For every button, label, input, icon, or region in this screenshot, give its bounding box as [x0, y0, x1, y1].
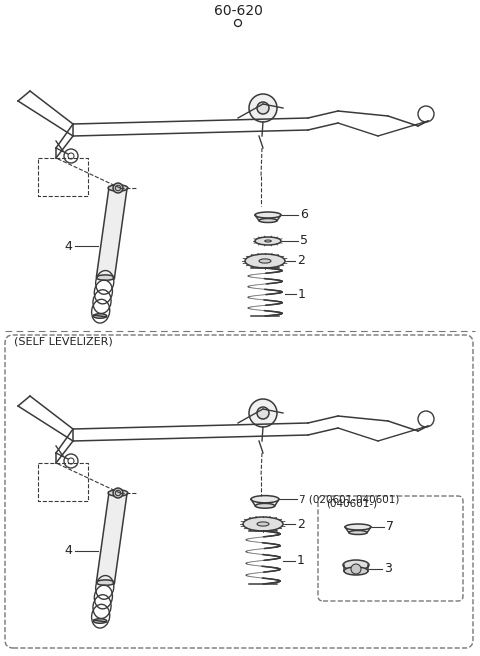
Text: (SELF LEVELIZER): (SELF LEVELIZER): [14, 337, 113, 347]
Ellipse shape: [108, 185, 128, 191]
Ellipse shape: [255, 212, 281, 218]
Text: 7 (020601-040601): 7 (020601-040601): [299, 494, 399, 504]
Text: 3: 3: [384, 562, 392, 575]
Ellipse shape: [245, 254, 285, 268]
Circle shape: [113, 183, 123, 193]
Text: 2: 2: [297, 255, 305, 268]
Text: (040601-): (040601-): [326, 499, 377, 509]
Ellipse shape: [257, 522, 269, 526]
Ellipse shape: [259, 259, 271, 263]
Circle shape: [351, 564, 361, 574]
Ellipse shape: [265, 240, 271, 242]
Ellipse shape: [96, 580, 114, 585]
Circle shape: [249, 399, 277, 427]
Text: 1: 1: [297, 554, 305, 567]
Ellipse shape: [344, 567, 368, 575]
Ellipse shape: [343, 560, 369, 570]
Circle shape: [113, 488, 123, 498]
Ellipse shape: [93, 314, 107, 318]
Polygon shape: [96, 187, 127, 279]
Ellipse shape: [108, 490, 128, 496]
Ellipse shape: [255, 503, 275, 508]
Text: 4: 4: [64, 239, 72, 253]
Ellipse shape: [243, 517, 283, 531]
Text: 60-620: 60-620: [214, 4, 263, 18]
Ellipse shape: [93, 619, 107, 623]
Ellipse shape: [259, 218, 277, 222]
Text: 5: 5: [300, 234, 308, 247]
Ellipse shape: [96, 275, 114, 280]
Text: 4: 4: [64, 544, 72, 558]
Ellipse shape: [345, 524, 371, 530]
Ellipse shape: [349, 531, 367, 535]
Ellipse shape: [255, 237, 281, 245]
Text: 2: 2: [297, 518, 305, 531]
Text: 7: 7: [386, 520, 394, 533]
Ellipse shape: [251, 495, 279, 502]
Circle shape: [249, 94, 277, 122]
Polygon shape: [96, 492, 127, 584]
Text: 1: 1: [298, 287, 306, 300]
Circle shape: [257, 102, 269, 114]
Text: 6: 6: [300, 209, 308, 222]
Circle shape: [257, 407, 269, 419]
